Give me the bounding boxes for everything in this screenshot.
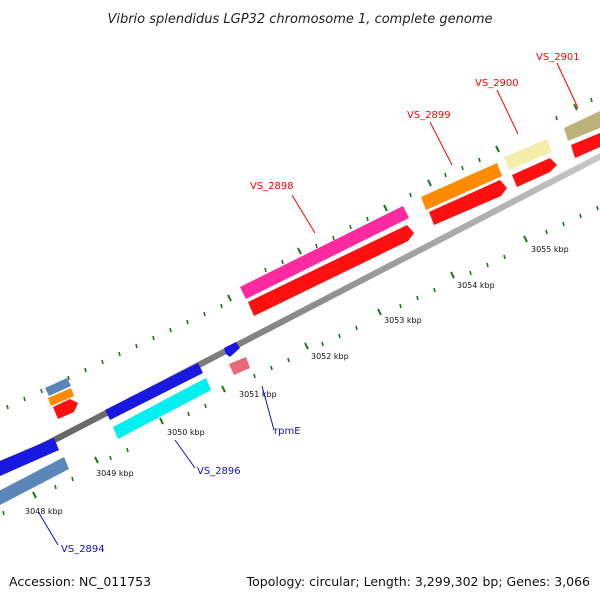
scale-label: 3048 kbp: [25, 507, 63, 516]
cds-2898: [248, 225, 414, 316]
gene-label: VS_2896: [197, 466, 241, 477]
cds-pink-small: [229, 357, 250, 375]
feature-pink-cds: [240, 206, 409, 299]
feature-small-orange: [48, 388, 74, 406]
feature-small-steel: [45, 378, 71, 396]
scale-label: 3053 kbp: [384, 316, 422, 325]
accession-text: Accession: NC_011753: [9, 574, 151, 589]
cds-2899: [429, 180, 507, 225]
feature-blue-small: [224, 342, 240, 357]
feature-paleyellow-cds: [504, 139, 552, 170]
feature-olive-cds: [564, 111, 600, 141]
feature-blue-cds: [105, 363, 203, 420]
cds-2901: [571, 133, 600, 158]
scale-label: 3054 kbp: [457, 281, 495, 290]
feature-steel-left: [0, 457, 69, 505]
scale-label: 3050 kbp: [167, 428, 205, 437]
map-title: Vibrio splendidus LGP32 chromosome 1, co…: [107, 12, 492, 27]
scale-labels: 3048 kbp 3049 kbp 3050 kbp 3051 kbp 3052…: [25, 245, 569, 516]
gene-label: VS_2899: [407, 110, 451, 121]
feature-cyan-cds: [113, 378, 211, 439]
outer-tick-row: [6, 97, 593, 410]
scale-label: 3051 kbp: [239, 390, 277, 399]
gene-label: rpmE: [274, 426, 301, 437]
gene-label: VS_2900: [475, 78, 519, 89]
gene-label: VS_2898: [250, 181, 294, 192]
plus-strand-features: [0, 111, 600, 476]
scale-label: 3055 kbp: [531, 245, 569, 254]
genome-summary-text: Topology: circular; Length: 3,299,302 bp…: [246, 574, 590, 589]
inner-tick-row: [2, 205, 599, 516]
cds-features: [53, 133, 600, 419]
scale-label: 3049 kbp: [96, 469, 134, 478]
minus-strand-features: [0, 378, 211, 505]
gene-label: VS_2901: [536, 52, 580, 63]
gene-label: VS_2894: [61, 544, 105, 555]
label-leaders: [38, 62, 579, 546]
feature-orange-cds: [421, 163, 502, 210]
feature-blue-left: [0, 438, 59, 476]
cds-2900: [512, 158, 557, 187]
scale-label: 3052 kbp: [311, 352, 349, 361]
gene-labels: VS_2894 VS_2896 rpmE VS_2898 VS_2899 VS_…: [61, 52, 580, 555]
cds-small: [53, 399, 78, 419]
